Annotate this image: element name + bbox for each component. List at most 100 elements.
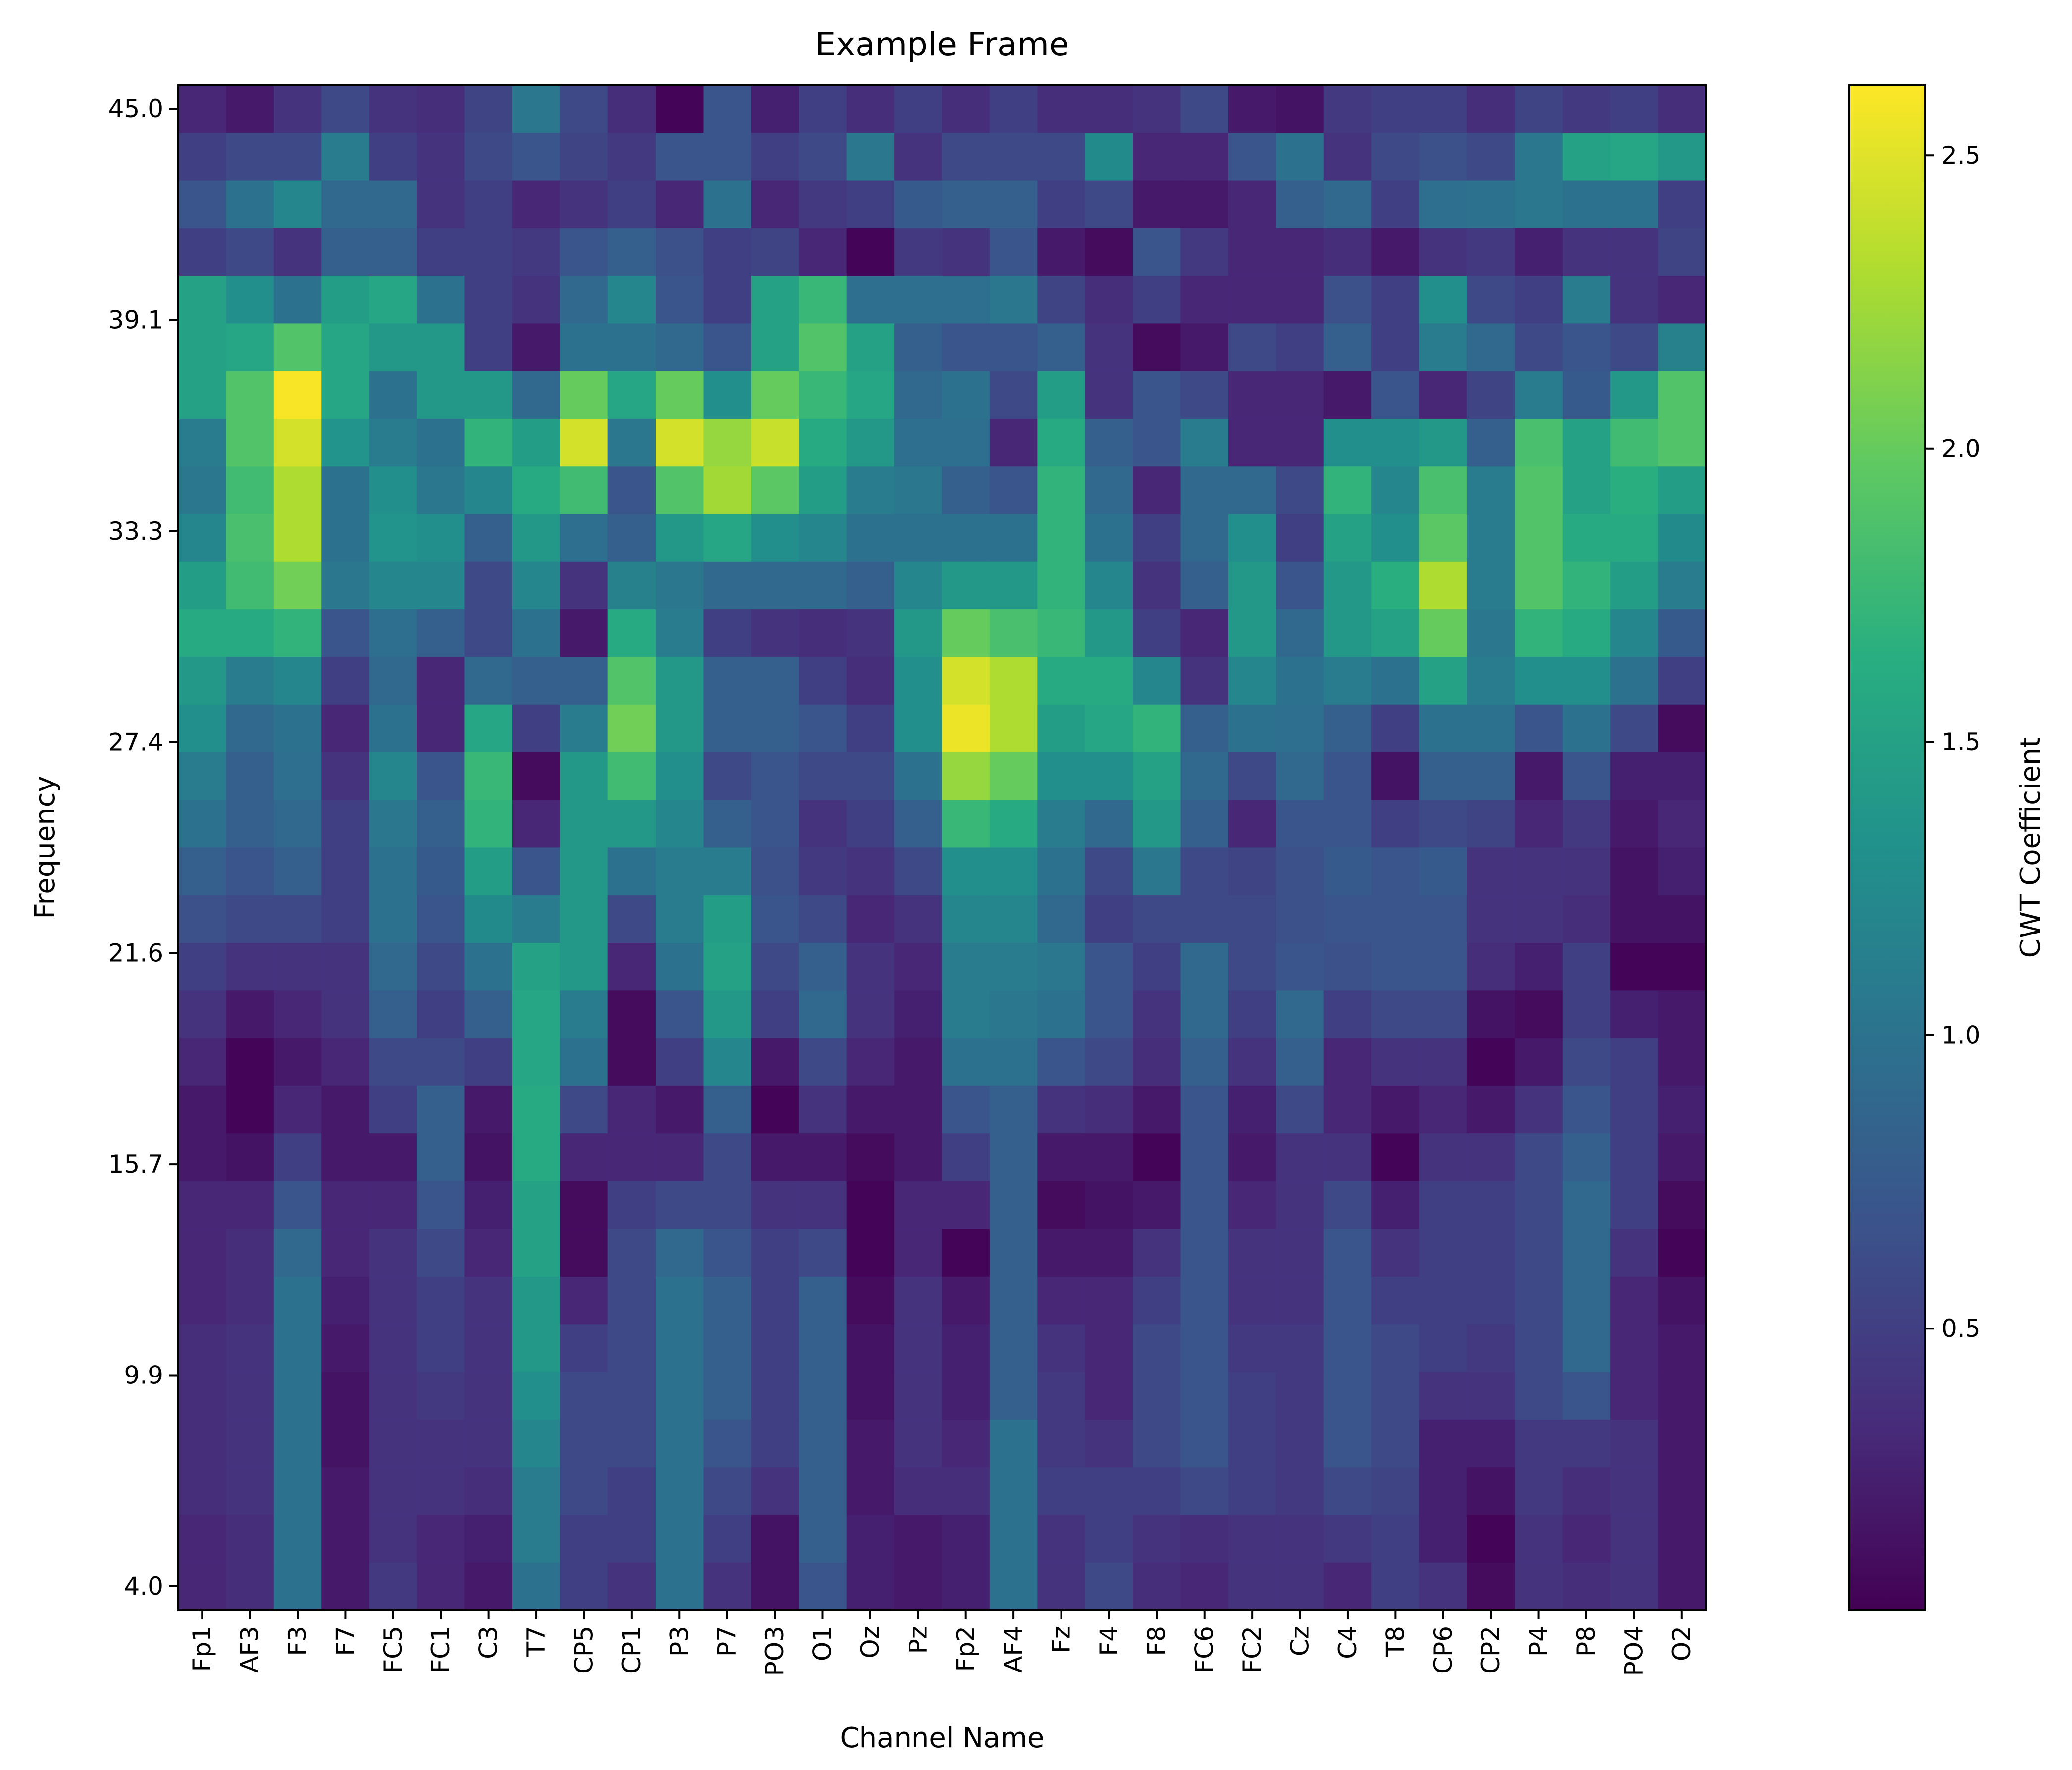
heatmap-cell	[1658, 1562, 1706, 1611]
heatmap-cell	[703, 85, 752, 134]
heatmap-cell	[1515, 514, 1563, 562]
heatmap-cell	[226, 704, 274, 753]
heatmap-cell	[273, 657, 322, 705]
heatmap-cell	[273, 704, 322, 753]
heatmap-cell	[751, 276, 800, 324]
heatmap-cell	[560, 1419, 608, 1468]
heatmap-cell	[321, 752, 370, 801]
heatmap-cell	[1515, 1467, 1563, 1516]
heatmap-cell	[273, 1515, 322, 1563]
heatmap-cell	[894, 990, 943, 1039]
heatmap-cell	[989, 561, 1038, 610]
heatmap-cell	[1419, 371, 1467, 419]
heatmap-cell	[464, 1467, 513, 1516]
heatmap-cell	[1562, 943, 1611, 991]
heatmap-cell	[1371, 1038, 1420, 1086]
heatmap-cell	[464, 847, 513, 896]
heatmap-cell	[178, 323, 227, 372]
heatmap-cell	[1610, 800, 1659, 848]
heatmap-cell	[226, 371, 274, 419]
heatmap-cell	[1276, 847, 1324, 896]
heatmap-cell	[1610, 133, 1659, 181]
heatmap-cell	[1180, 895, 1229, 943]
heatmap-cell	[656, 609, 704, 658]
heatmap-cell	[751, 561, 800, 610]
heatmap-cell	[751, 1229, 800, 1277]
heatmap-cell	[799, 1562, 847, 1611]
heatmap-cell	[846, 1515, 895, 1563]
heatmap-cell	[1276, 1085, 1324, 1134]
heatmap-cell	[1371, 85, 1420, 134]
heatmap-cell	[846, 1181, 895, 1229]
heatmap-cell	[1515, 85, 1563, 134]
heatmap-cell	[1276, 1229, 1324, 1277]
heatmap-cell	[1562, 1229, 1611, 1277]
heatmap-cell	[607, 1085, 656, 1134]
heatmap-cell	[894, 180, 943, 229]
heatmap-cell	[1466, 1324, 1516, 1373]
heatmap-cell	[1371, 943, 1420, 991]
heatmap-cell	[321, 704, 370, 753]
heatmap-cell	[464, 1419, 513, 1468]
heatmap-cell	[846, 1562, 895, 1611]
heatmap-cell	[512, 990, 561, 1039]
heatmap-cell	[607, 752, 656, 801]
heatmap-cell	[1085, 1515, 1133, 1563]
heatmap-cell	[1610, 943, 1659, 991]
heatmap-cell	[703, 1467, 752, 1516]
x-tick-label: T7	[522, 1626, 551, 1657]
heatmap-cell	[1371, 1419, 1420, 1468]
heatmap-cell	[321, 276, 370, 324]
heatmap-cell	[1610, 704, 1659, 753]
heatmap-cell	[369, 1181, 417, 1229]
x-tick-label: C4	[1333, 1626, 1362, 1659]
heatmap-cell	[512, 609, 561, 658]
heatmap-cell	[1419, 1562, 1467, 1611]
heatmap-cell	[321, 85, 370, 134]
heatmap-cell	[1037, 133, 1086, 181]
heatmap-cell	[178, 1419, 227, 1468]
heatmap-cell	[799, 1229, 847, 1277]
heatmap-cell	[1085, 1419, 1133, 1468]
heatmap-cell	[1037, 1229, 1086, 1277]
heatmap-cell	[1180, 1181, 1229, 1229]
heatmap-cell	[178, 85, 227, 134]
heatmap-cell	[607, 1324, 656, 1373]
heatmap-cell	[1180, 514, 1229, 562]
heatmap-cell	[942, 609, 990, 658]
heatmap-cell	[178, 466, 227, 515]
heatmap-cell	[703, 1515, 752, 1563]
heatmap-cell	[560, 1229, 608, 1277]
heatmap-cell	[1610, 228, 1659, 276]
x-tick-label: Pz	[904, 1626, 932, 1654]
y-tick-label: 39.1	[108, 306, 163, 335]
heatmap-cell	[512, 704, 561, 753]
heatmap-cell	[894, 895, 943, 943]
heatmap-cell	[369, 1419, 417, 1468]
heatmap-cell	[1228, 752, 1277, 801]
heatmap-cell	[273, 1085, 322, 1134]
heatmap-cell	[799, 847, 847, 896]
heatmap-cell	[226, 847, 274, 896]
heatmap-cell	[942, 514, 990, 562]
heatmap-cell	[226, 418, 274, 467]
heatmap-cell	[226, 228, 274, 276]
heatmap-cell	[417, 1229, 465, 1277]
heatmap-cell	[1610, 323, 1659, 372]
heatmap-cell	[273, 1229, 322, 1277]
heatmap-cell	[417, 1515, 465, 1563]
heatmap-cell	[799, 943, 847, 991]
heatmap-cell	[512, 1277, 561, 1325]
heatmap-cell	[894, 466, 943, 515]
heatmap-cell	[1180, 657, 1229, 705]
heatmap-cell	[464, 1277, 513, 1325]
heatmap-cell	[512, 895, 561, 943]
heatmap-cell	[1658, 418, 1706, 467]
heatmap-cell	[321, 418, 370, 467]
heatmap-cell	[1515, 1038, 1563, 1086]
heatmap-cell	[1562, 514, 1611, 562]
heatmap-cell	[1276, 1181, 1324, 1229]
heatmap-cell	[799, 1515, 847, 1563]
heatmap-cell	[942, 466, 990, 515]
heatmap-cell	[942, 1277, 990, 1325]
